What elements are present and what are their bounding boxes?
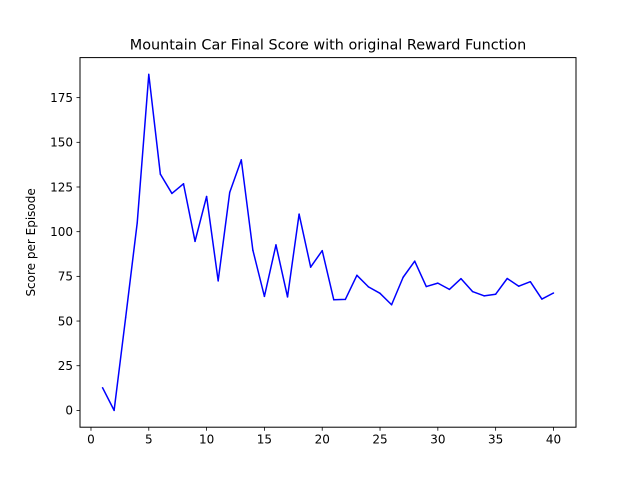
data-point (518, 285, 520, 287)
data-point (252, 249, 254, 251)
data-point (437, 282, 439, 284)
x-tick-label: 5 (145, 433, 153, 447)
data-point (425, 285, 428, 288)
data-point (529, 280, 532, 283)
y-tick-label: 125 (50, 180, 73, 194)
data-point (182, 183, 185, 185)
data-point (159, 173, 162, 175)
ticks-layer: 0 5 10 15 20 25 30 35 40 0 25 50 75 100 125 150 175 (50, 91, 561, 447)
data-point (194, 240, 196, 243)
data-point (494, 293, 497, 295)
data-point (460, 277, 462, 280)
y-axis-label: Score per Episode (24, 188, 38, 296)
data-point (309, 266, 312, 268)
data-point (286, 296, 289, 298)
data-point (228, 191, 231, 194)
data-point (506, 277, 508, 280)
data-point (413, 260, 416, 262)
data-point (448, 288, 451, 291)
data-point (171, 192, 173, 195)
series-line (101, 73, 554, 412)
x-tick-label: 20 (315, 433, 330, 447)
data-point (240, 159, 243, 161)
data-point (541, 298, 543, 300)
data-point (124, 316, 127, 319)
x-tick-label: 35 (488, 433, 503, 447)
data-point (205, 195, 208, 198)
data-point (390, 304, 393, 306)
data-point (471, 290, 474, 293)
y-tick-label: 50 (58, 314, 73, 328)
data-point (483, 295, 485, 297)
data-point (367, 286, 370, 288)
data-point (136, 221, 138, 224)
plot-frame (79, 57, 577, 428)
x-tick-label: 0 (87, 433, 95, 447)
y-tick-label: 150 (50, 136, 73, 150)
data-point (321, 249, 323, 252)
x-tick-label: 25 (372, 433, 387, 447)
series-layer (101, 73, 555, 412)
data-point (217, 280, 219, 282)
y-tick-label: 0 (65, 404, 73, 418)
data-point (275, 244, 277, 246)
data-point (113, 409, 115, 412)
data-point (298, 213, 300, 215)
x-tick-label: 40 (546, 433, 561, 447)
y-tick-label: 25 (58, 359, 73, 373)
y-tick-label: 100 (50, 225, 73, 239)
data-point (333, 299, 335, 301)
data-point (263, 295, 266, 298)
data-point (356, 274, 358, 277)
data-point (402, 276, 404, 279)
data-point (379, 292, 381, 295)
data-point (344, 298, 347, 301)
x-tick-label: 10 (199, 433, 214, 447)
data-point (552, 292, 555, 294)
y-tick-label: 175 (50, 91, 73, 105)
data-point (148, 73, 150, 76)
x-tick-label: 30 (430, 433, 445, 447)
y-tick-label: 75 (58, 270, 73, 284)
chart-title: Mountain Car Final Score with original R… (130, 38, 526, 54)
x-tick-label: 15 (257, 433, 272, 447)
data-point (101, 386, 104, 389)
